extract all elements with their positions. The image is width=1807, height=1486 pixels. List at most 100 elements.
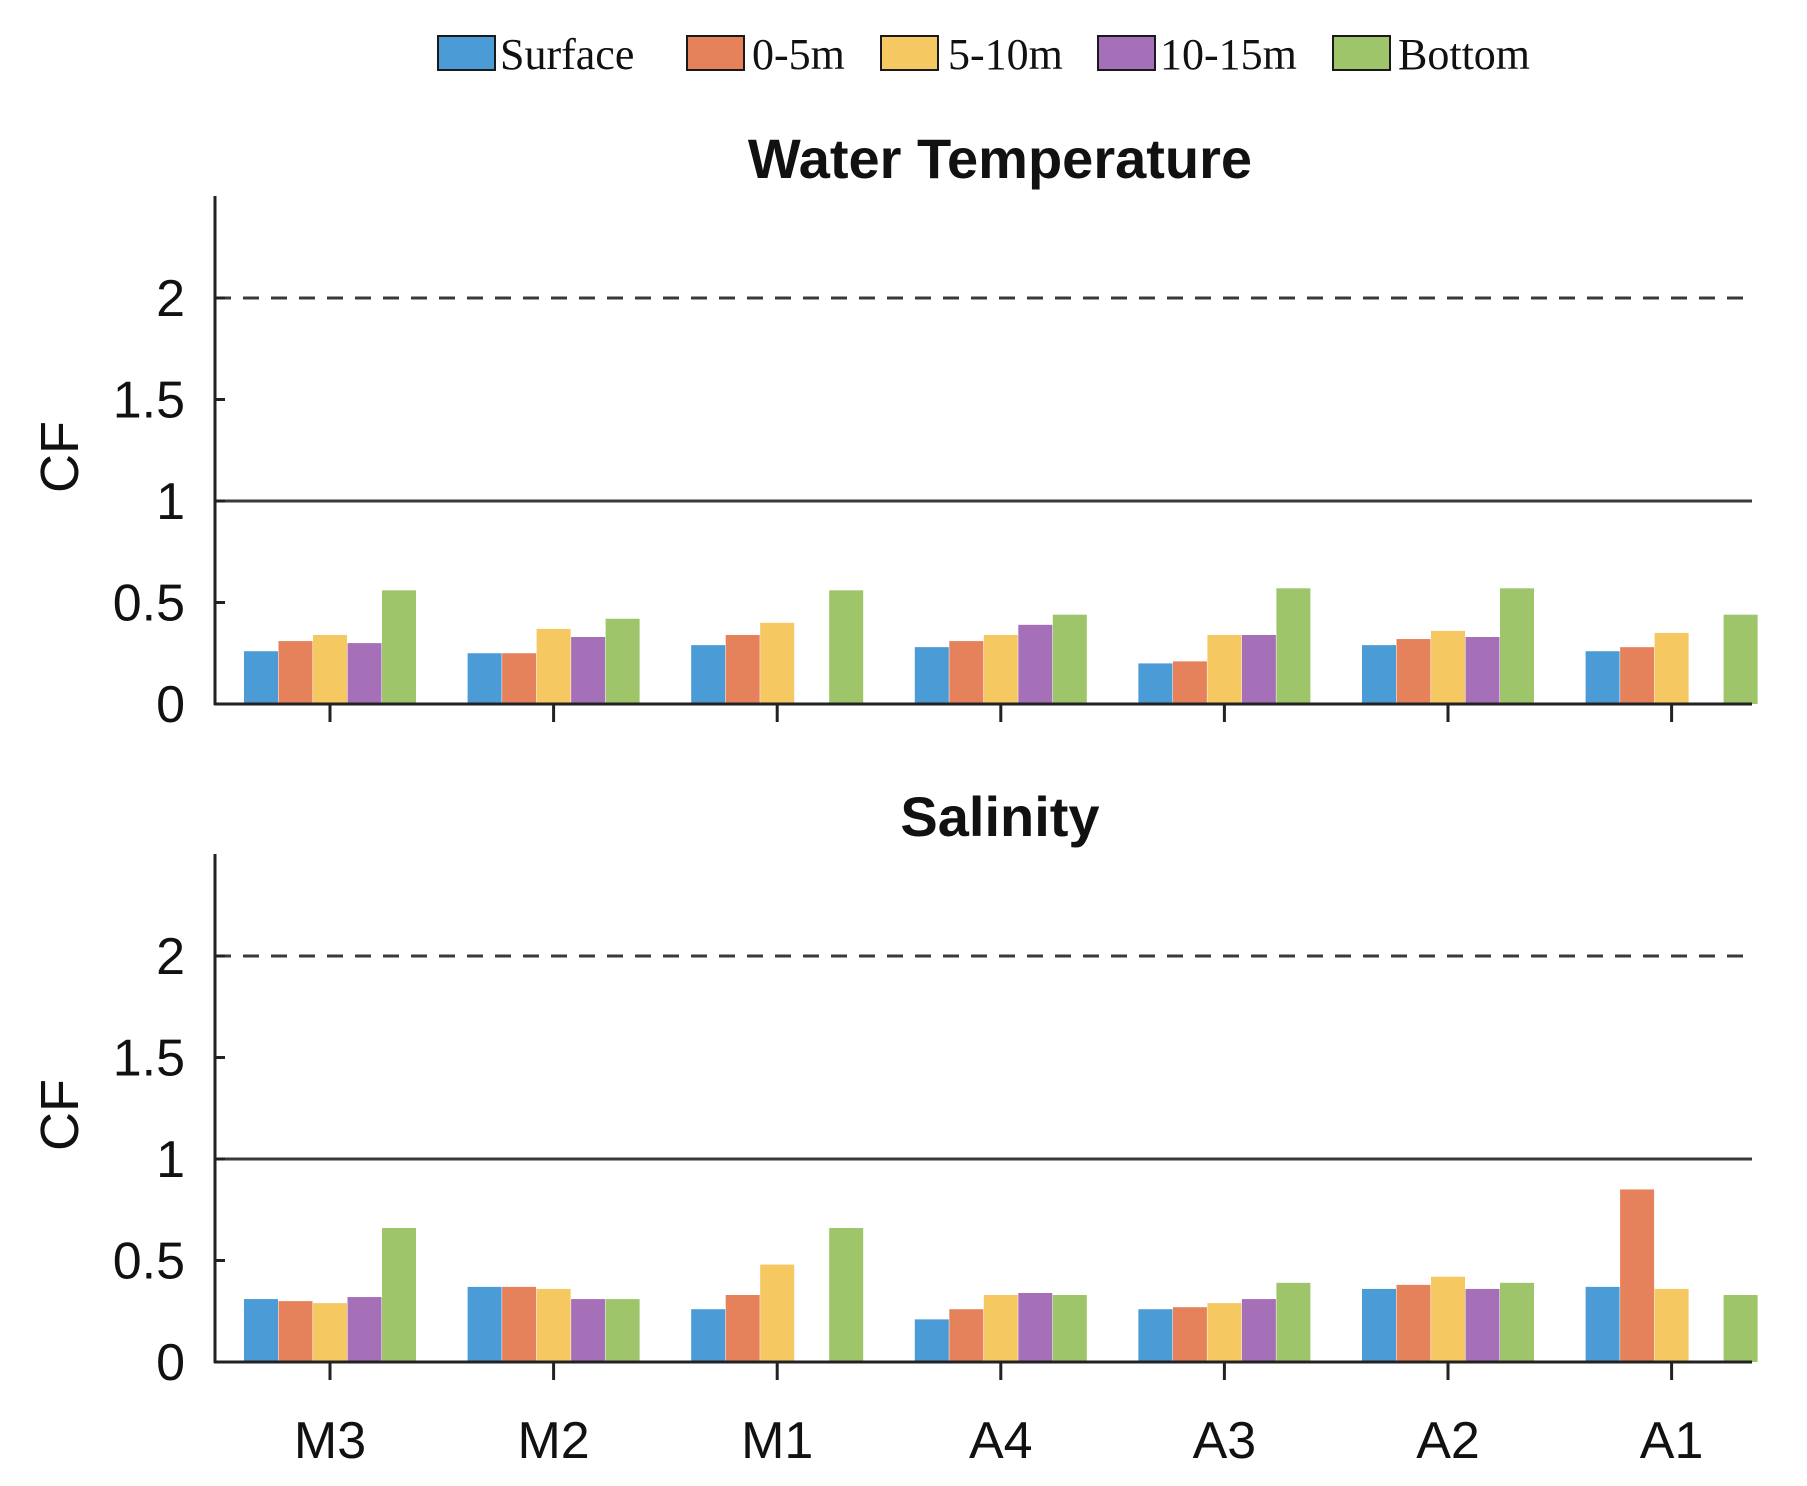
x-tick-label-a2: A2 [1416,1412,1480,1470]
bar-m2-surface [467,1286,502,1362]
bar-m2-0-5m [502,653,537,704]
bar-m1-5-10m [760,622,795,704]
y-axis-label: CF [30,421,90,493]
bar-a2-0-5m [1396,639,1431,704]
y-tick-label: 1 [156,1131,185,1189]
bar-m2-surface [467,653,502,704]
bar-m2-5-10m [536,628,571,704]
legend-swatch-10-15m [1097,35,1156,71]
bar-a4-surface [914,1319,949,1362]
bar-m1-bottom [829,1228,864,1362]
chart-title: Salinity [900,785,1099,848]
x-tick-label-a1: A1 [1640,1412,1704,1470]
bar-m1-surface [691,1309,726,1362]
legend-swatch-bottom [1332,35,1391,71]
bar-a2-surface [1362,1288,1396,1362]
bar-a2-surface [1362,645,1396,704]
bar-m3-5-10m [313,634,347,704]
bar-a4-0-5m [949,1309,984,1362]
bar-a4-10-15m [1018,624,1053,704]
bar-m3-10-15m [347,643,382,704]
legend-swatch-surface [437,35,496,71]
bar-m1-bottom [829,590,864,704]
bar-a1-bottom [1723,614,1758,704]
bar-a1-5-10m [1654,1288,1689,1362]
legend-label-5-10m: 5-10m [948,30,1063,79]
bar-a4-5-10m [983,1295,1018,1362]
bar-a1-surface [1585,651,1620,704]
y-axis-label: CF [30,1079,90,1151]
y-tick-label: 2 [156,928,185,986]
bar-m2-10-15m [571,637,606,704]
bar-a4-0-5m [949,641,984,704]
legend-label-10-15m: 10-15m [1160,30,1297,79]
bar-a4-bottom [1052,1295,1087,1362]
bar-m1-0-5m [725,634,760,704]
bar-m3-bottom [382,590,416,704]
bar-m2-5-10m [536,1288,571,1362]
bar-a2-bottom [1500,588,1534,704]
bar-a2-5-10m [1431,1276,1465,1362]
legend-swatch-5-10m [880,35,939,71]
bar-a2-bottom [1500,1282,1534,1362]
bar-a3-10-15m [1241,634,1276,704]
bar-m3-surface [244,1299,278,1362]
bar-a3-bottom [1276,588,1311,704]
chart-water-temperature: Water Temperature CF 0 0.5 1 1.5 2 [30,127,1758,734]
bar-a3-surface [1138,1309,1173,1362]
legend: Surface 0-5m 5-10m 10-15m Bottom [437,30,1530,79]
y-tick-label: 0 [156,1334,185,1392]
bar-a1-0-5m [1620,647,1655,704]
bar-m1-surface [691,645,726,704]
x-tick-label-m2: M2 [517,1412,589,1470]
x-tick-label-m1: M1 [741,1412,813,1470]
bar-m2-0-5m [502,1286,537,1362]
bar-a2-10-15m [1465,637,1500,704]
legend-label-surface: Surface [500,30,634,79]
bar-a1-surface [1585,1286,1620,1362]
bar-m3-5-10m [313,1303,347,1362]
bar-a3-bottom [1276,1282,1311,1362]
x-tick-label-m3: M3 [294,1412,366,1470]
bar-a4-10-15m [1018,1292,1053,1362]
bar-m2-10-15m [571,1299,606,1362]
x-tick-label-a4: A4 [969,1412,1033,1470]
bar-a3-10-15m [1241,1299,1276,1362]
bar-a3-surface [1138,663,1173,704]
y-tick-label: 0.5 [113,575,185,633]
bar-a2-0-5m [1396,1284,1431,1362]
bar-a4-bottom [1052,614,1087,704]
bar-a3-5-10m [1207,1303,1242,1362]
bar-a1-bottom [1723,1295,1758,1362]
y-tick-label: 1.5 [113,1030,185,1088]
bar-a1-0-5m [1620,1189,1655,1362]
legend-swatch-0-5m [686,35,745,71]
bar-a2-5-10m [1431,630,1465,704]
x-tick-label-a3: A3 [1193,1412,1257,1470]
bar-m1-0-5m [725,1295,760,1362]
y-tick-label: 1 [156,473,185,531]
bar-m2-bottom [605,618,640,704]
bar-m3-bottom [382,1228,416,1362]
bar-m2-bottom [605,1299,640,1362]
bar-a1-5-10m [1654,632,1689,704]
y-tick-label: 2 [156,270,185,328]
bar-a3-0-5m [1172,1307,1207,1362]
bar-a3-5-10m [1207,634,1242,704]
y-tick-label: 0.5 [113,1233,185,1291]
legend-label-0-5m: 0-5m [752,30,845,79]
legend-label-bottom: Bottom [1398,30,1530,79]
y-tick-label: 1.5 [113,372,185,430]
bar-m3-surface [244,651,278,704]
bar-a4-surface [914,647,949,704]
bar-m3-0-5m [278,1301,313,1362]
bar-m1-5-10m [760,1264,795,1362]
chart-salinity: Salinity CF 0 0.5 1 1.5 2 M3 M2 M1 A4 A3 A2 A1 [30,785,1758,1470]
bar-a2-10-15m [1465,1288,1500,1362]
bar-a4-5-10m [983,634,1018,704]
bar-m3-10-15m [347,1297,382,1362]
bar-a3-0-5m [1172,661,1207,704]
y-tick-label: 0 [156,676,185,734]
bar-m3-0-5m [278,641,313,704]
